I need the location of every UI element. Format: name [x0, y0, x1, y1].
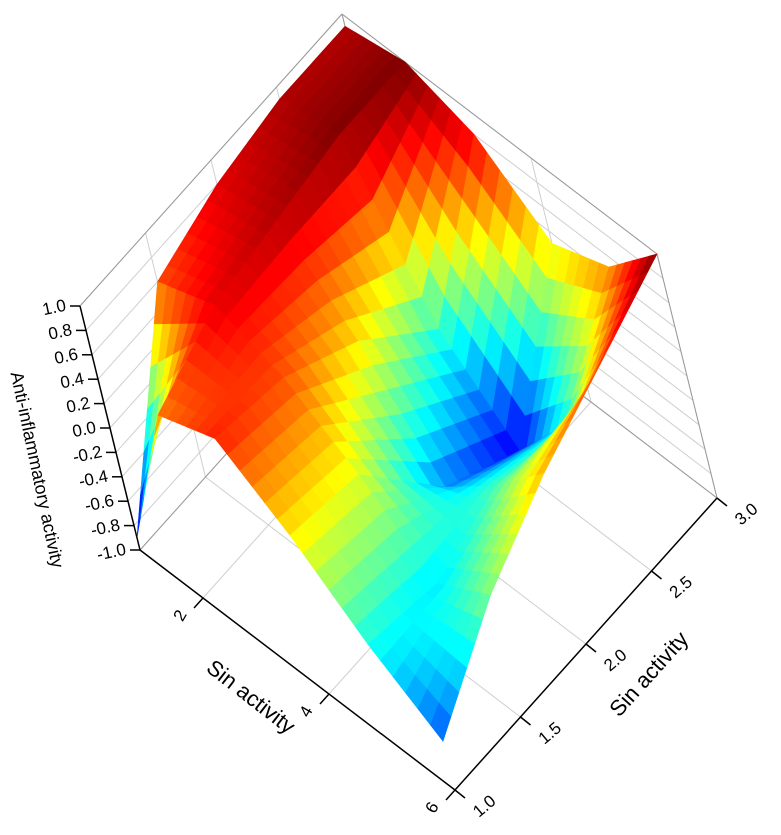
- surface-patch: [519, 242, 610, 452]
- surface-patch: [438, 133, 553, 452]
- y-tick-label: 2.0: [600, 645, 630, 675]
- z-tick-label: 0.0: [71, 418, 98, 441]
- x-tick-label: 2: [170, 607, 191, 625]
- z-tick-label: -0.6: [83, 491, 116, 516]
- z-tick-label: -0.4: [77, 467, 110, 492]
- z-tick-label: 0.2: [65, 393, 92, 416]
- box-edge: [79, 13, 343, 307]
- x-axis: [139, 549, 456, 791]
- x-tick: [193, 597, 204, 609]
- y-axis-label: Sin activity: [604, 626, 693, 721]
- box-edge: [341, 13, 658, 255]
- surface-patch: [157, 183, 278, 306]
- z-tick-label: 0.6: [53, 345, 80, 368]
- z-tick-label: 0.8: [47, 320, 74, 343]
- z-tick-label: 0.4: [59, 369, 86, 392]
- z-tick-label: -1.0: [95, 540, 128, 565]
- x-tick: [445, 789, 456, 801]
- z-tick-label: -0.8: [89, 515, 122, 540]
- y-tick-label: 1.0: [469, 791, 499, 821]
- y-tick-label: 2.5: [666, 572, 696, 602]
- surface-patch: [276, 134, 439, 342]
- x-tick-label: 6: [422, 799, 443, 817]
- surface-patch: [436, 472, 545, 596]
- x-axis-label: Sin activity: [202, 654, 300, 738]
- y-tick: [585, 643, 597, 653]
- z-axis-label: Anti-inflammatory activity: [7, 370, 68, 570]
- y-tick-label: 3.0: [731, 499, 761, 529]
- surface-patch: [289, 474, 437, 645]
- surface-patch: [283, 341, 446, 488]
- surface-patch: [367, 583, 491, 742]
- surface-patch: [564, 253, 658, 426]
- surface-patch: [495, 363, 601, 487]
- surface-cell: [430, 702, 452, 742]
- surface-patch: [214, 377, 359, 536]
- y-tick-label: 1.5: [535, 718, 565, 748]
- surface-patch: [157, 304, 284, 439]
- y-tick: [454, 789, 466, 799]
- z-tick-label: 1.0: [41, 296, 68, 319]
- surface-patch: [279, 25, 406, 136]
- box-edge: [656, 253, 718, 499]
- surface-patch: [214, 219, 359, 379]
- z-tick-label: -0.2: [71, 442, 104, 467]
- surface-patch: [216, 98, 340, 221]
- y-tick: [716, 497, 728, 507]
- y-tick: [520, 716, 531, 726]
- surface-patch: [357, 474, 497, 585]
- x-tick: [319, 693, 330, 705]
- y-tick: [651, 570, 662, 580]
